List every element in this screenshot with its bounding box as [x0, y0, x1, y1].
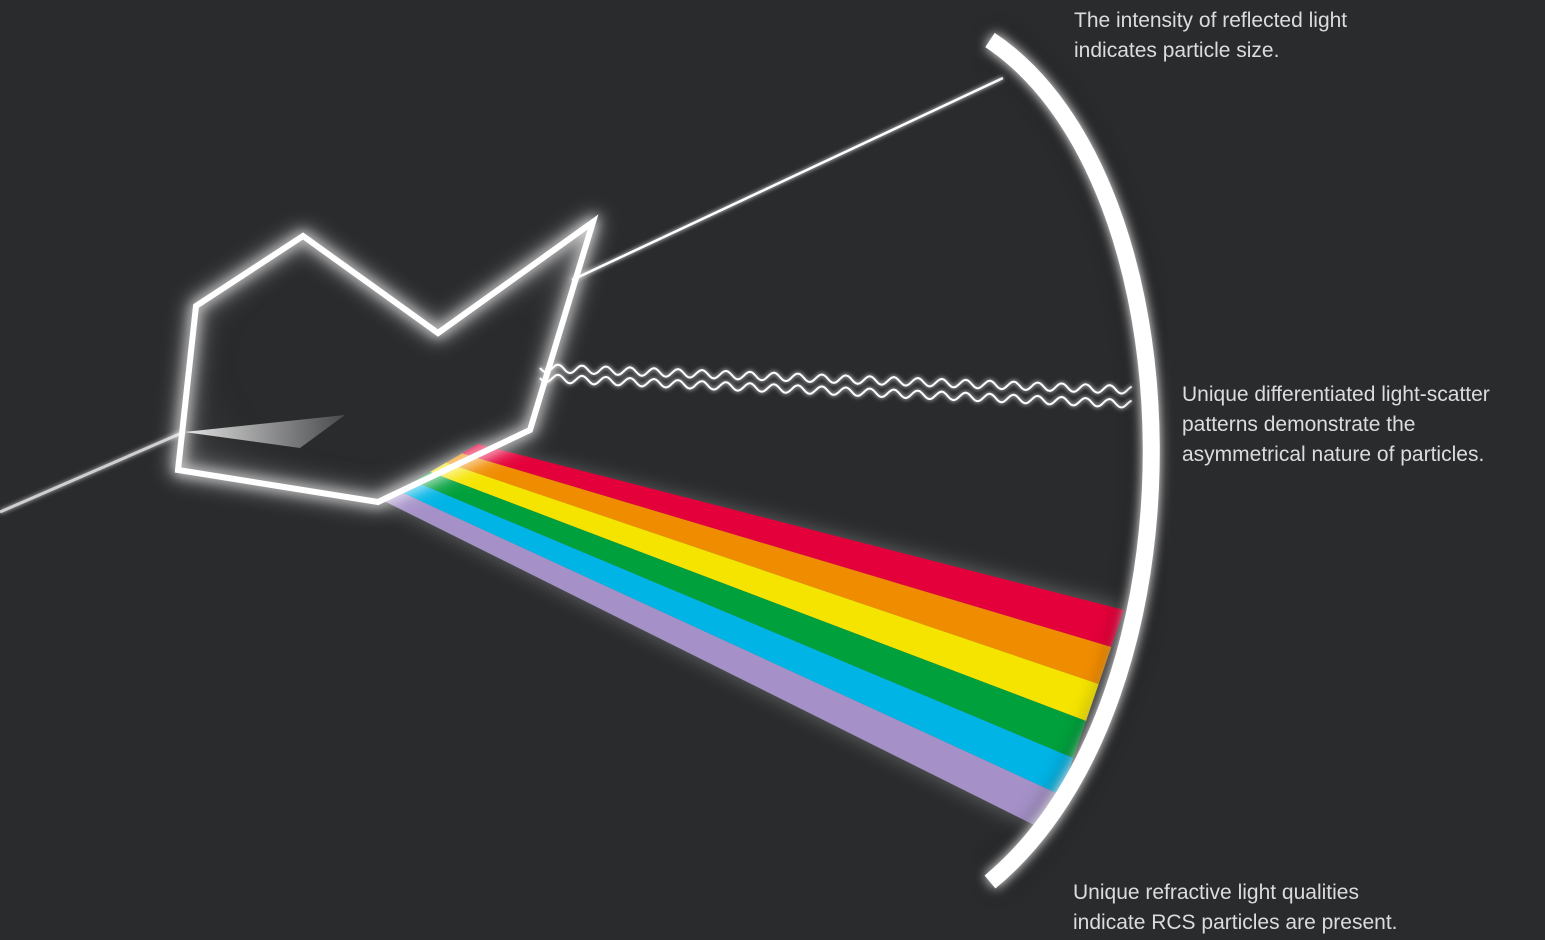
caption-line: indicates particle size.	[1074, 39, 1280, 62]
curved-detector-arc	[981, 29, 1165, 893]
refractive-light-caption: Unique refractive light qualities indica…	[1073, 878, 1398, 938]
caption-line: Unique differentiated light-scatter	[1182, 383, 1490, 406]
caption-line: patterns demonstrate the	[1182, 413, 1416, 436]
spectrum-band	[446, 453, 1112, 684]
internal-light-path	[184, 415, 345, 448]
caption-line: Unique refractive light qualities	[1073, 881, 1359, 904]
caption-line: The intensity of reflected light	[1074, 9, 1348, 32]
spectrum-band	[414, 472, 1086, 758]
wavy-scatter-lines	[539, 363, 1133, 409]
caption-line: indicate RCS particles are present.	[1073, 911, 1398, 934]
particle-outline	[170, 214, 601, 510]
spectrum-band	[382, 490, 1061, 832]
spectrum-band	[398, 481, 1074, 795]
reflected-light-caption: The intensity of reflected light indicat…	[1074, 6, 1347, 66]
scatter-pattern-caption: Unique differentiated light-scatter patt…	[1182, 380, 1490, 470]
refracted-spectrum-bands	[380, 444, 1125, 832]
spectrum-band	[462, 444, 1124, 647]
incident-light-beam	[0, 430, 185, 514]
reflected-light-beam	[571, 76, 1004, 282]
caption-line: asymmetrical nature of particles.	[1182, 443, 1485, 466]
spectrum-band	[430, 462, 1099, 721]
